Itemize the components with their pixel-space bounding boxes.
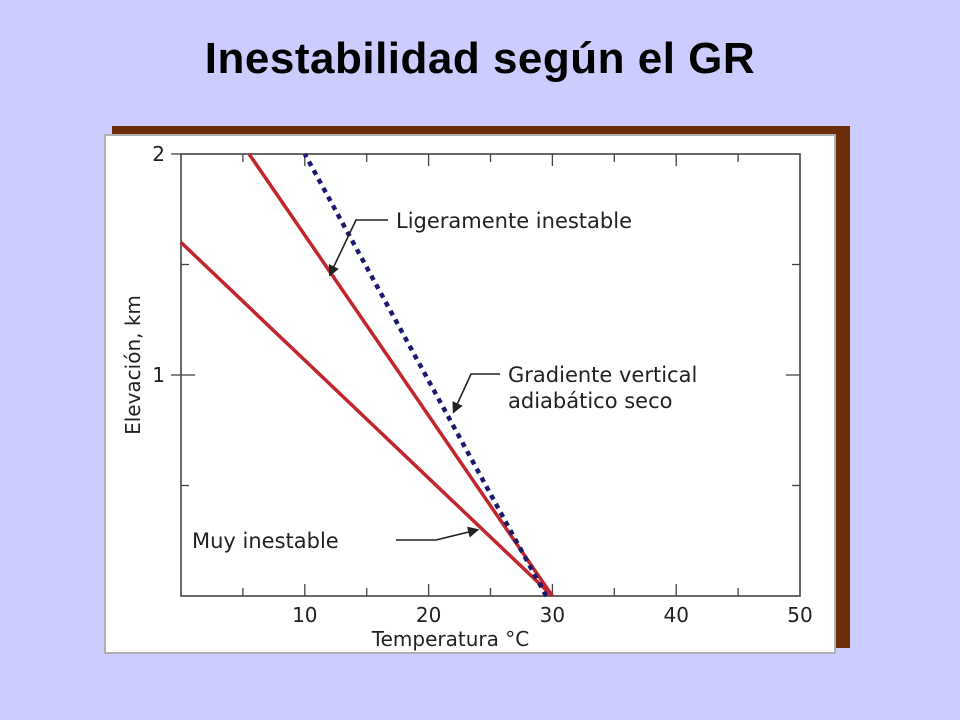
annotation-arrow — [452, 373, 500, 414]
chart-frame: 10 20 30 40 50 1 2 Temperatura °C Elevación, km L… — [104, 134, 836, 654]
annotation-label: Muy inestable — [192, 529, 339, 553]
annotation-label: Gradiente vertical — [508, 363, 697, 387]
x-tick-label: 30 — [540, 603, 565, 627]
annotation-label: Ligeramente inestable — [396, 209, 632, 233]
series-line-2 — [247, 153, 554, 597]
x-tick-label: 50 — [787, 603, 812, 627]
x-axis-title: Temperatura °C — [371, 627, 529, 651]
y-tick-label: 2 — [152, 142, 165, 166]
y-tick-label: 1 — [152, 363, 165, 387]
series-line-3 — [302, 152, 549, 598]
slide-title: Inestabilidad según el GR — [204, 34, 756, 83]
series-line-1 — [179, 241, 554, 598]
x-tick-label: 40 — [663, 603, 688, 627]
x-tick-label: 10 — [292, 603, 317, 627]
lapse-rate-chart: 10 20 30 40 50 1 2 Temperatura °C Elevación, km L… — [121, 142, 813, 651]
annotation-arrow — [396, 526, 480, 541]
x-tick-label: 20 — [416, 603, 441, 627]
y-axis-title: Elevación, km — [121, 295, 145, 435]
annotation-label: adiabático seco — [508, 389, 673, 413]
annotation-arrow — [328, 219, 388, 277]
